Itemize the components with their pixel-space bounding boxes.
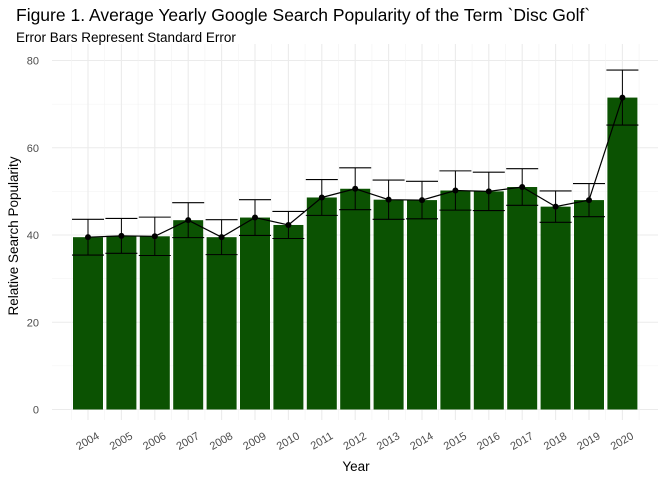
data-point xyxy=(419,197,425,204)
data-point xyxy=(185,217,192,224)
data-point xyxy=(452,187,459,194)
x-tick-label: 2004 xyxy=(74,430,101,453)
bar xyxy=(574,200,604,410)
x-axis-ticks: 2004 2005 2006 2007 2008 2009 2010 2011 2012 2013… xyxy=(74,430,636,453)
chart-subtitle: Error Bars Represent Standard Error xyxy=(16,30,236,45)
bar xyxy=(473,191,504,410)
x-tick-label: 2013 xyxy=(375,430,402,453)
y-axis-ticks: 0 20 40 60 80 xyxy=(27,56,39,417)
trend-line xyxy=(85,94,626,241)
bar xyxy=(106,235,137,410)
bar xyxy=(273,224,304,410)
data-point xyxy=(352,185,359,192)
data-point xyxy=(285,221,292,228)
x-tick-label: 2016 xyxy=(475,430,502,453)
data-point xyxy=(318,194,325,201)
bar xyxy=(340,188,371,410)
bar xyxy=(173,220,204,410)
x-tick-label: 2005 xyxy=(108,430,135,453)
chart-title: Figure 1. Average Yearly Google Search P… xyxy=(16,5,591,25)
x-tick-label: 2014 xyxy=(408,430,435,453)
x-tick-label: 2020 xyxy=(609,430,636,453)
x-axis-title: Year xyxy=(342,459,370,474)
x-tick-label: 2018 xyxy=(542,430,569,453)
x-tick-label: 2009 xyxy=(241,430,268,453)
bar xyxy=(139,236,170,410)
y-tick-label: 40 xyxy=(27,230,39,242)
bar xyxy=(373,199,404,410)
y-tick-label: 0 xyxy=(33,405,39,417)
x-tick-label: 2007 xyxy=(174,430,201,453)
x-tick-label: 2012 xyxy=(341,430,368,453)
y-tick-label: 80 xyxy=(27,56,39,68)
x-tick-label: 2019 xyxy=(575,430,602,453)
data-point xyxy=(85,234,91,241)
data-point xyxy=(519,184,526,191)
x-tick-label: 2010 xyxy=(275,430,302,453)
data-point xyxy=(118,232,125,239)
x-tick-label: 2006 xyxy=(141,430,168,453)
bar xyxy=(607,97,638,410)
x-tick-label: 2017 xyxy=(508,430,535,453)
y-axis-title: Relative Search Popularity xyxy=(6,156,21,315)
data-point xyxy=(619,94,626,101)
data-point xyxy=(151,233,158,240)
data-point xyxy=(252,214,258,221)
bar xyxy=(73,237,103,410)
bar xyxy=(540,206,571,410)
bar xyxy=(407,200,437,410)
x-tick-label: 2008 xyxy=(208,430,235,453)
y-tick-label: 60 xyxy=(27,143,39,155)
bar xyxy=(306,197,337,410)
x-tick-label: 2015 xyxy=(442,430,469,453)
data-point xyxy=(485,188,492,195)
bar xyxy=(507,187,538,410)
bar xyxy=(440,190,471,410)
data-point xyxy=(218,234,225,241)
bar xyxy=(206,237,237,410)
bar xyxy=(240,217,270,410)
data-point xyxy=(385,196,392,203)
data-point xyxy=(586,197,592,204)
bars xyxy=(73,97,638,410)
data-point xyxy=(552,203,559,210)
x-tick-label: 2011 xyxy=(309,430,335,452)
y-tick-label: 20 xyxy=(27,317,39,329)
